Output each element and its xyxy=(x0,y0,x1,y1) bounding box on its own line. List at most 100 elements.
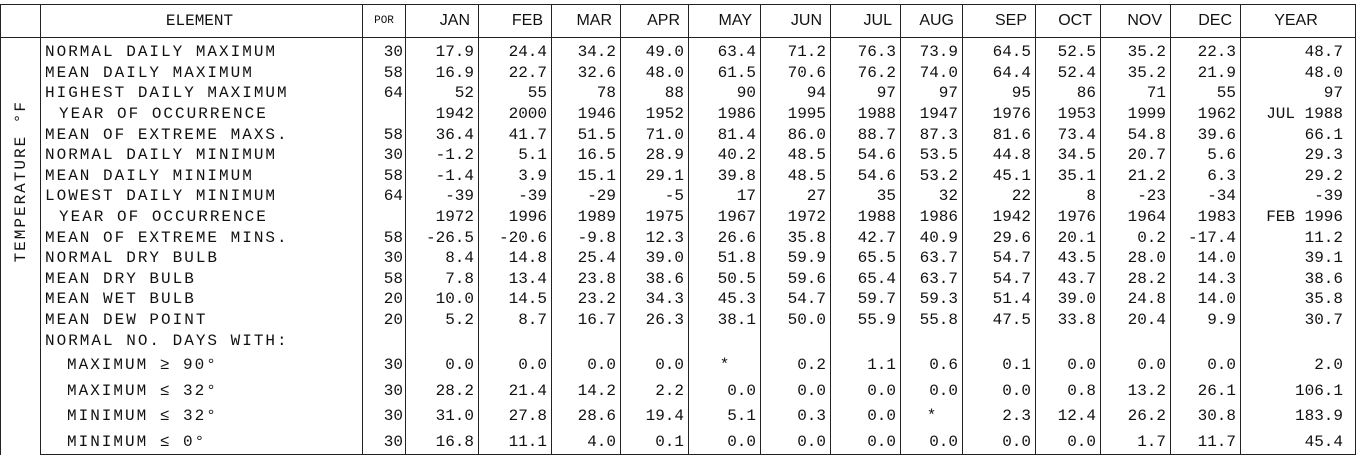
month-value: 39.0 xyxy=(620,247,689,269)
month-value: 71.0 xyxy=(620,124,689,145)
month-value: 32 xyxy=(900,186,963,207)
month-value: 27.8 xyxy=(478,403,552,429)
month-value: 12.4 xyxy=(1035,403,1101,429)
month-value: 5.1 xyxy=(478,144,552,166)
month-value: 76.3 xyxy=(830,37,901,63)
month-value: 0.1 xyxy=(620,428,689,456)
month-value: 0.0 xyxy=(962,377,1036,404)
month-value: 59.7 xyxy=(830,289,901,310)
year-value: 35.8 xyxy=(1240,289,1356,310)
month-value: 0.0 xyxy=(760,428,831,456)
section-label: NORMAL NO. DAYS WITH: xyxy=(40,330,363,353)
month-value: 29.1 xyxy=(620,165,689,187)
month-value: 54.7 xyxy=(760,289,831,310)
month-value: -34 xyxy=(1170,186,1241,207)
month-value: 1962 xyxy=(1170,103,1241,125)
year-value: FEB 1996 xyxy=(1240,206,1356,228)
month-value: 28.2 xyxy=(405,377,479,404)
month-value: 50.5 xyxy=(688,268,761,290)
month-value: 22.7 xyxy=(478,62,552,84)
month-value: 12.3 xyxy=(620,227,689,248)
month-value: 0.1 xyxy=(962,352,1036,378)
data-row: MEAN OF EXTREME MINS. 58 -26.5 -20.6 -9.8 12.… xyxy=(1,227,1356,248)
month-value: -39 xyxy=(405,186,479,207)
month-value: 39.0 xyxy=(1035,289,1101,310)
month-value: 0.0 xyxy=(405,352,479,378)
month-value: 52.4 xyxy=(1035,62,1101,84)
data-row: MEAN WET BULB 20 10.0 14.5 23.2 34.3 45.3 54.7 5… xyxy=(1,289,1356,310)
month-value: 87.3 xyxy=(900,124,963,145)
month-value: 1952 xyxy=(620,103,689,125)
data-row: MINIMUM ≤ 0° 30 16.8 11.1 4.0 0.1 0.0 0.0 0.0 0.0… xyxy=(1,428,1356,456)
month-value: 1989 xyxy=(551,206,621,228)
data-row: NORMAL DAILY MINIMUM 30 -1.2 5.1 16.5 28.9 40.… xyxy=(1,144,1356,166)
month-value: -23 xyxy=(1100,186,1171,207)
month-value: 1964 xyxy=(1100,206,1171,228)
month-value: 0.0 xyxy=(551,352,621,378)
month-value: 17 xyxy=(688,186,761,207)
year-value: 66.1 xyxy=(1240,124,1356,145)
month-value: 73.9 xyxy=(900,37,963,63)
month-value: 1967 xyxy=(688,206,761,228)
por-cell xyxy=(362,103,406,125)
data-row: LOWEST DAILY MINIMUM 64 -39 -39 -29 -5 17 27 35 3… xyxy=(1,186,1356,207)
por-cell: 64 xyxy=(362,186,406,207)
header-blank xyxy=(0,4,41,38)
month-value: 28.0 xyxy=(1100,247,1171,269)
data-row: YEAR OF OCCURRENCE 1942 2000 1946 1952 1986 19… xyxy=(1,103,1356,125)
element-label: MINIMUM ≤ 32° xyxy=(40,403,363,429)
year-value: 2.0 xyxy=(1240,352,1356,378)
month-value: 4.0 xyxy=(551,428,621,456)
month-value: -29 xyxy=(551,186,621,207)
year-value: 29.3 xyxy=(1240,144,1356,166)
empty-cell xyxy=(405,330,479,353)
empty-cell xyxy=(760,330,831,353)
month-value: 0.3 xyxy=(760,403,831,429)
month-value: 1986 xyxy=(688,103,761,125)
year-value: 48.0 xyxy=(1240,62,1356,84)
month-value: 63.4 xyxy=(688,37,761,63)
month-value: * xyxy=(900,403,963,429)
data-row: MEAN DEW POINT 20 5.2 8.7 16.7 26.3 38.1 50.0 55… xyxy=(1,309,1356,331)
month-value: 41.7 xyxy=(478,124,552,145)
month-value: 54.7 xyxy=(962,268,1036,290)
month-value: 8 xyxy=(1035,186,1101,207)
month-value: 1999 xyxy=(1100,103,1171,125)
month-value: 1.1 xyxy=(830,352,901,378)
empty-cell xyxy=(1035,330,1101,353)
month-value: 1946 xyxy=(551,103,621,125)
month-value: 0.0 xyxy=(1035,428,1101,456)
month-value: 52 xyxy=(405,83,479,104)
month-value: 2.3 xyxy=(962,403,1036,429)
header-por: POR xyxy=(362,4,406,38)
month-value: 81.4 xyxy=(688,124,761,145)
element-label: MAXIMUM ≥ 90° xyxy=(40,352,363,378)
month-value: 16.8 xyxy=(405,428,479,456)
empty-cell xyxy=(900,330,963,353)
month-value: 51.4 xyxy=(962,289,1036,310)
month-value: 0.0 xyxy=(478,352,552,378)
month-value: 65.4 xyxy=(830,268,901,290)
por-cell: 58 xyxy=(362,227,406,248)
month-value: -1.4 xyxy=(405,165,479,187)
empty-cell xyxy=(1170,330,1241,353)
empty-cell xyxy=(478,330,552,353)
month-value: 71 xyxy=(1100,83,1171,104)
month-value: 11.7 xyxy=(1170,428,1241,456)
month-value: 55.9 xyxy=(830,309,901,331)
year-value: 45.4 xyxy=(1240,428,1356,456)
month-value: -17.4 xyxy=(1170,227,1241,248)
month-value: 35.2 xyxy=(1100,62,1171,84)
month-value: 65.5 xyxy=(830,247,901,269)
month-value: 19.4 xyxy=(620,403,689,429)
month-value: -5 xyxy=(620,186,689,207)
month-value: 63.7 xyxy=(900,268,963,290)
header-element: ELEMENT xyxy=(40,4,363,38)
month-value: 51.8 xyxy=(688,247,761,269)
element-label: LOWEST DAILY MINIMUM xyxy=(40,186,363,207)
month-value: 43.7 xyxy=(1035,268,1101,290)
month-value: 0.0 xyxy=(830,403,901,429)
month-value: 21.9 xyxy=(1170,62,1241,84)
month-value: -1.2 xyxy=(405,144,479,166)
